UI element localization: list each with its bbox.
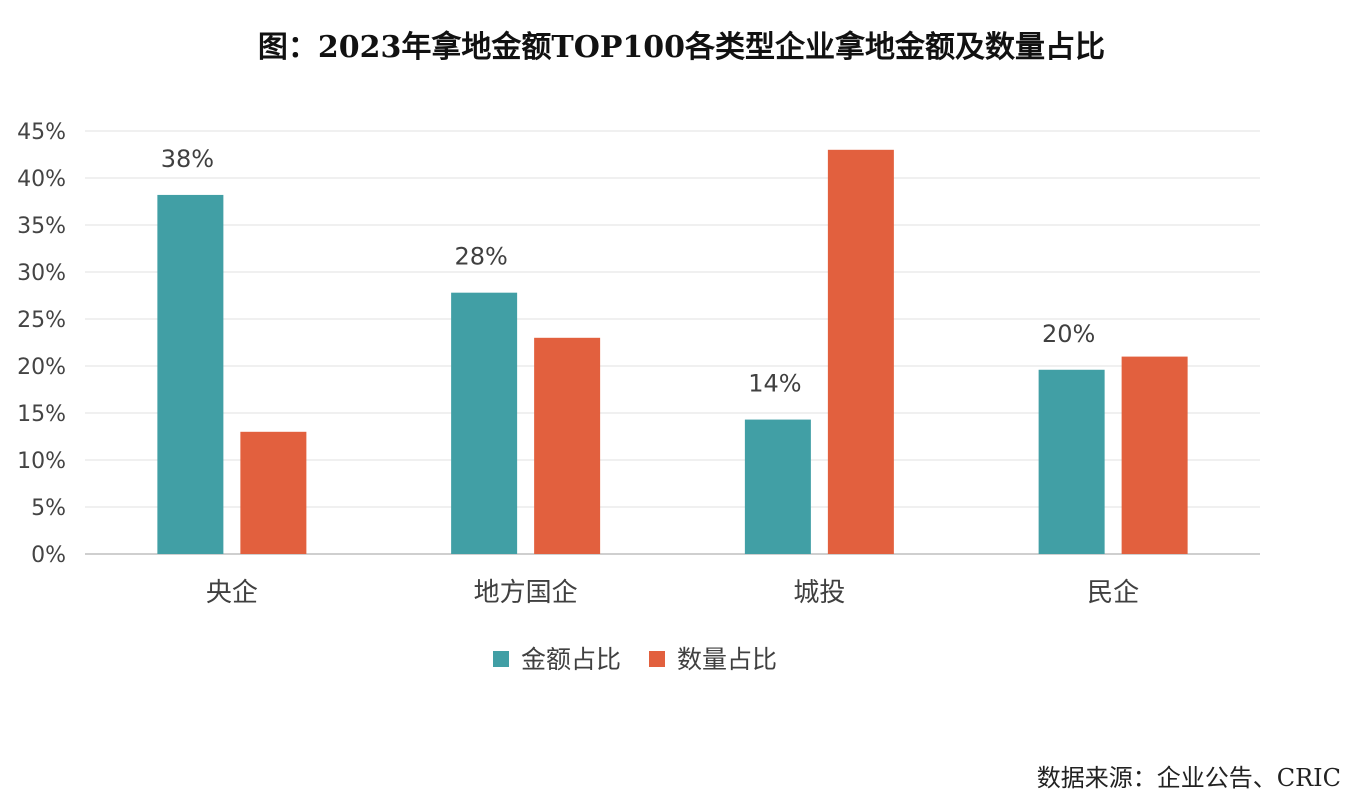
bar: [451, 292, 518, 554]
x-tick-label: 城投: [793, 578, 845, 608]
data-label: 20%: [1042, 320, 1095, 348]
bar: [827, 149, 894, 555]
data-label: 14%: [748, 370, 801, 398]
chart-title: 图：2023年拿地金额TOP100各类型企业拿地金额及数量占比: [257, 30, 1106, 65]
data-label: 38%: [161, 145, 214, 173]
legend-label: 金额占比: [521, 645, 621, 674]
bar: [1121, 356, 1188, 554]
bars: 38% 28% 14% 20%: [157, 145, 1188, 555]
x-tick-label: 地方国企: [474, 578, 578, 608]
bar: [1038, 369, 1105, 554]
legend-swatch: [493, 651, 509, 667]
y-tick-label: 10%: [17, 449, 66, 474]
bar: [157, 194, 224, 555]
legend: 金额占比 数量占比: [493, 645, 777, 674]
data-label: 28%: [454, 243, 507, 271]
y-tick-label: 0%: [31, 543, 66, 568]
y-tick-label: 20%: [17, 355, 66, 380]
x-axis: 央企 地方国企 城投 民企: [206, 578, 1139, 608]
bar: [744, 419, 811, 554]
y-tick-label: 30%: [17, 261, 66, 286]
legend-swatch: [649, 651, 665, 667]
data-source: 数据来源：企业公告、CRIC: [1036, 764, 1341, 792]
bar: [534, 337, 601, 554]
legend-label: 数量占比: [677, 645, 777, 674]
x-tick-label: 央企: [206, 578, 258, 608]
y-tick-label: 5%: [31, 496, 66, 521]
y-tick-label: 45%: [17, 120, 66, 145]
y-tick-label: 15%: [17, 402, 66, 427]
x-tick-label: 民企: [1087, 578, 1139, 608]
bar: [240, 431, 307, 554]
y-tick-label: 25%: [17, 308, 66, 333]
bar-chart: 0% 5% 10% 15% 20% 25% 30% 35% 40% 45% 38% 28% 14% 20…: [17, 120, 1260, 674]
y-tick-label: 40%: [17, 167, 66, 192]
y-axis: 0% 5% 10% 15% 20% 25% 30% 35% 40% 45%: [17, 120, 66, 568]
y-tick-label: 35%: [17, 214, 66, 239]
